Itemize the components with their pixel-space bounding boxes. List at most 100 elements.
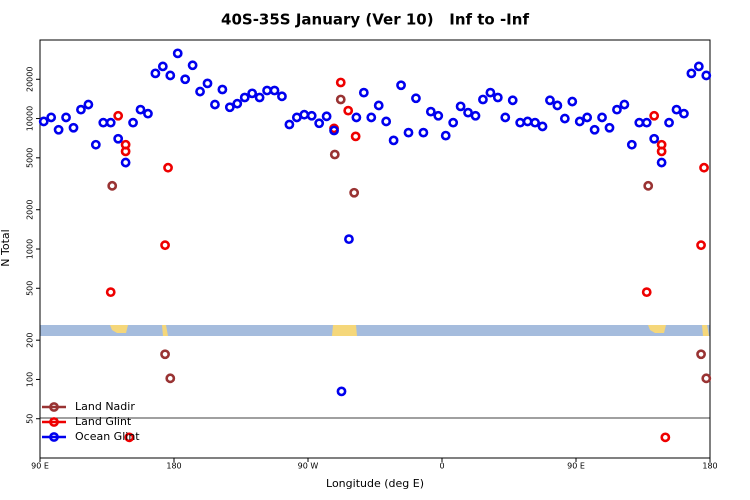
point bbox=[335, 77, 346, 88]
y-tick-label: 100 bbox=[26, 372, 35, 387]
point bbox=[195, 86, 205, 97]
y-tick-label: 20000 bbox=[26, 67, 35, 92]
point bbox=[567, 96, 578, 107]
y-tick-label: 200 bbox=[26, 333, 35, 348]
x-axis-label: Longitude (deg E) bbox=[326, 477, 424, 490]
point bbox=[254, 92, 265, 103]
point bbox=[411, 93, 421, 104]
point bbox=[46, 112, 57, 123]
point bbox=[425, 106, 436, 117]
point bbox=[507, 95, 518, 106]
point bbox=[98, 117, 109, 128]
point bbox=[335, 94, 346, 105]
x-tick-label: 0 bbox=[439, 462, 444, 471]
point bbox=[120, 157, 131, 168]
point bbox=[366, 112, 377, 123]
point bbox=[53, 124, 64, 135]
y-tick-label: 5000 bbox=[26, 148, 35, 168]
point bbox=[656, 146, 667, 157]
point bbox=[500, 112, 511, 123]
point bbox=[440, 130, 451, 141]
point bbox=[470, 110, 481, 121]
point bbox=[643, 180, 654, 191]
point bbox=[160, 240, 170, 251]
point bbox=[217, 84, 228, 95]
point bbox=[582, 112, 593, 123]
point bbox=[396, 80, 406, 91]
point bbox=[165, 70, 176, 81]
point bbox=[701, 373, 712, 384]
point bbox=[350, 131, 361, 142]
point bbox=[160, 349, 170, 360]
x-tick-label: 90 E bbox=[567, 462, 585, 471]
point bbox=[172, 48, 183, 59]
point bbox=[163, 162, 173, 173]
point bbox=[696, 349, 706, 360]
point bbox=[552, 100, 563, 111]
point bbox=[351, 112, 362, 123]
point bbox=[478, 94, 488, 105]
legend-marker bbox=[49, 417, 59, 427]
point bbox=[83, 99, 94, 110]
point bbox=[515, 117, 526, 128]
x-tick-label: 180 bbox=[702, 462, 717, 471]
point bbox=[344, 234, 354, 245]
point bbox=[284, 119, 295, 130]
point bbox=[224, 102, 235, 113]
point bbox=[336, 386, 347, 397]
point bbox=[329, 149, 340, 160]
point bbox=[604, 122, 615, 133]
legend-marker bbox=[49, 432, 59, 442]
x-tick-label: 90 W bbox=[298, 462, 319, 471]
y-tick-label: 10000 bbox=[26, 106, 35, 131]
point bbox=[641, 117, 652, 128]
point bbox=[612, 104, 622, 115]
point bbox=[649, 133, 660, 144]
point bbox=[660, 432, 671, 443]
point bbox=[232, 98, 243, 109]
y-axis-label: N Total bbox=[0, 229, 12, 266]
point bbox=[559, 113, 570, 124]
point bbox=[90, 139, 101, 150]
point bbox=[38, 116, 49, 127]
point bbox=[463, 107, 473, 118]
y-tick-label: 50 bbox=[26, 414, 35, 424]
point bbox=[321, 111, 332, 122]
point bbox=[589, 124, 600, 135]
point bbox=[641, 287, 652, 298]
point bbox=[671, 104, 682, 115]
point bbox=[124, 432, 135, 443]
point bbox=[269, 85, 280, 96]
point bbox=[349, 187, 360, 198]
map-strip bbox=[40, 325, 710, 336]
point bbox=[61, 112, 71, 123]
x-tick-label: 90 E bbox=[31, 462, 49, 471]
point bbox=[299, 109, 310, 120]
legend-label: Land Nadir bbox=[75, 400, 135, 413]
point bbox=[306, 110, 317, 121]
legend-label: Land Glint bbox=[75, 415, 132, 428]
point bbox=[187, 60, 198, 71]
point bbox=[76, 104, 86, 115]
point bbox=[291, 112, 302, 123]
point bbox=[381, 116, 392, 127]
point bbox=[120, 146, 131, 157]
point bbox=[247, 88, 258, 99]
point bbox=[649, 110, 660, 121]
point bbox=[113, 133, 124, 144]
point bbox=[433, 110, 444, 121]
point bbox=[210, 99, 220, 110]
y-tick-label: 500 bbox=[26, 281, 35, 296]
point bbox=[530, 117, 540, 128]
legend-marker bbox=[49, 402, 59, 412]
point bbox=[696, 240, 706, 251]
point bbox=[403, 127, 414, 138]
point bbox=[373, 100, 384, 111]
y-tick-label: 2000 bbox=[26, 200, 35, 220]
point bbox=[180, 74, 191, 85]
point bbox=[634, 117, 645, 128]
point bbox=[105, 117, 116, 128]
point bbox=[686, 68, 697, 79]
point bbox=[135, 104, 146, 115]
